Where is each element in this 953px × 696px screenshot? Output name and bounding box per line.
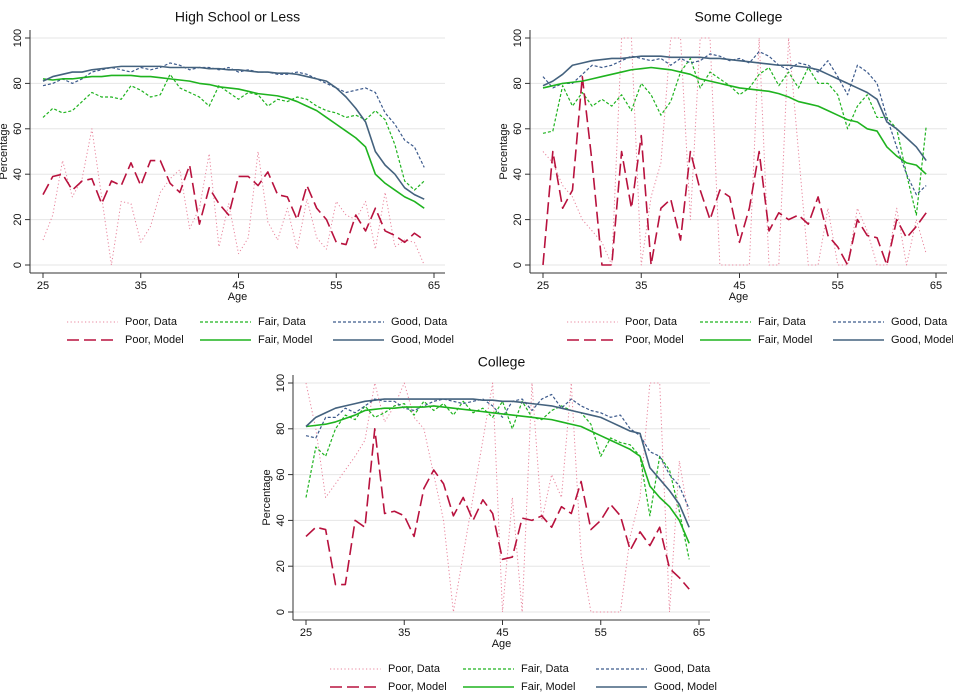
legend-label: Fair, Model: [521, 681, 575, 693]
x-tick-label: 35: [635, 280, 647, 292]
series-line: [305, 428, 690, 590]
y-tick-label: 0: [512, 262, 524, 268]
x-tick-label: 55: [595, 627, 607, 639]
legend-label: Fair, Data: [521, 663, 570, 675]
series-line: [542, 55, 927, 162]
legend-label: Good, Model: [391, 334, 454, 346]
x-tick-label: 25: [300, 627, 312, 639]
series-line: [305, 398, 690, 528]
legend-label: Fair, Model: [758, 334, 812, 346]
y-tick-label: 0: [12, 262, 24, 268]
x-tick-label: 35: [398, 627, 410, 639]
y-tick-label: 100: [275, 374, 287, 392]
x-tick-label: 35: [135, 280, 147, 292]
legend-label: Poor, Model: [388, 681, 447, 693]
panel: Some College 0 20 40 60 80 100 25 35 45 55 65 Age Per…: [498, 9, 953, 346]
y-tick-label: 60: [512, 123, 524, 135]
legend-label: Good, Model: [654, 681, 717, 693]
y-tick-label: 100: [512, 29, 524, 47]
chart-title: High School or Less: [175, 9, 300, 25]
panel: High School or Less 0 20 40 60 80 100 25 35 45 55 6…: [0, 9, 454, 346]
legend-label: Good, Data: [391, 316, 448, 328]
y-tick-label: 20: [275, 560, 287, 572]
plot-region: [30, 30, 445, 273]
plot-region: [530, 30, 947, 273]
x-tick-label: 55: [832, 280, 844, 292]
series-line: [542, 37, 927, 266]
x-tick-label: 45: [733, 280, 745, 292]
y-tick-label: 80: [275, 423, 287, 435]
legend-label: Poor, Data: [625, 316, 678, 328]
y-axis-label: Percentage: [261, 469, 273, 525]
x-axis-label: Age: [228, 291, 248, 303]
legend-label: Fair, Data: [758, 316, 807, 328]
series-line: [542, 57, 927, 216]
legend-label: Poor, Data: [388, 663, 441, 675]
legend-label: Fair, Model: [258, 334, 312, 346]
chart-title: College: [478, 354, 526, 370]
y-tick-label: 100: [12, 29, 24, 47]
y-axis-label: Percentage: [498, 123, 510, 179]
series-line: [542, 66, 927, 175]
legend-label: Good, Data: [891, 316, 948, 328]
legend-label: Poor, Model: [625, 334, 684, 346]
y-tick-label: 20: [512, 213, 524, 225]
series-line: [42, 159, 425, 246]
series-line: [42, 74, 425, 209]
legend-label: Poor, Model: [125, 334, 184, 346]
series-line: [305, 405, 690, 544]
panel: College 0 20 40 60 80 100 25 35 45 55 65 Age Percenta…: [261, 354, 717, 693]
series-line: [42, 65, 425, 200]
x-tick-label: 65: [930, 280, 942, 292]
legend-label: Good, Model: [891, 334, 953, 346]
x-axis-label: Age: [492, 638, 512, 650]
y-tick-label: 0: [275, 609, 287, 615]
x-tick-label: 65: [693, 627, 705, 639]
y-tick-label: 40: [275, 514, 287, 526]
x-tick-label: 25: [37, 280, 49, 292]
series-line: [542, 75, 927, 266]
y-tick-label: 40: [12, 168, 24, 180]
legend-label: Fair, Data: [258, 316, 307, 328]
legend-label: Good, Data: [654, 663, 711, 675]
series-line: [305, 400, 690, 560]
x-tick-label: 25: [537, 280, 549, 292]
y-tick-label: 40: [512, 168, 524, 180]
series-line: [305, 382, 690, 613]
series-line: [42, 73, 425, 191]
y-tick-label: 80: [512, 77, 524, 89]
x-tick-label: 45: [232, 280, 244, 292]
y-tick-label: 60: [275, 468, 287, 480]
y-axis-label: Percentage: [0, 123, 10, 179]
y-tick-label: 60: [12, 123, 24, 135]
x-axis-label: Age: [729, 291, 749, 303]
chart-title: Some College: [695, 9, 783, 25]
x-tick-label: 55: [330, 280, 342, 292]
y-tick-label: 80: [12, 77, 24, 89]
legend-label: Poor, Data: [125, 316, 178, 328]
y-tick-label: 20: [12, 213, 24, 225]
series-line: [42, 128, 425, 266]
x-tick-label: 65: [428, 280, 440, 292]
x-tick-label: 45: [496, 627, 508, 639]
